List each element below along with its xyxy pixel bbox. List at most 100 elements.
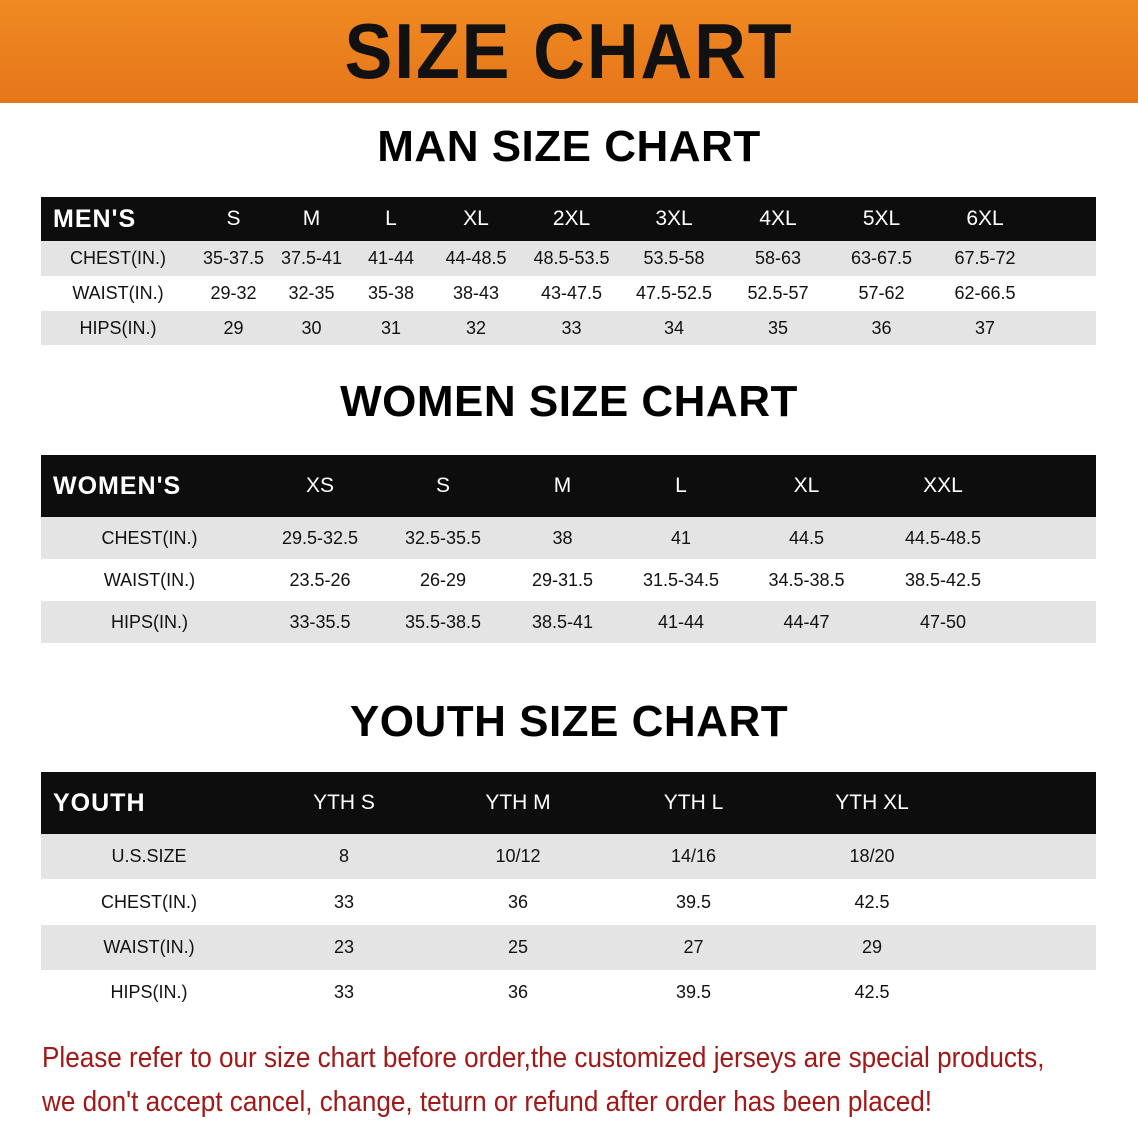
measurement-cell: 35 xyxy=(767,317,789,338)
table-title-cell: WOMEN'S xyxy=(53,471,182,500)
table-row: WAIST(IN.) 23 25 27 29 xyxy=(41,925,1096,970)
measurement-cell: 38.5-41 xyxy=(531,611,594,632)
size-header-cell: YTH XL xyxy=(835,791,909,814)
measurement-cell: 35.5-38.5 xyxy=(404,611,482,632)
measurement-cell: 63-67.5 xyxy=(850,248,913,268)
size-header-cell: 4XL xyxy=(759,207,797,230)
men-size-table: MEN'S S M L XL 2XL 3XL 4XL 5XL 6XL CHEST(IN.) 35-37… xyxy=(41,197,1096,345)
measurement-cell: 32 xyxy=(465,317,487,338)
measurement-cell: 47-50 xyxy=(919,611,967,632)
measurement-cell: 34 xyxy=(663,317,685,338)
measurement-cell: 33 xyxy=(561,317,582,338)
row-label: WAIST(IN.) xyxy=(103,937,195,957)
size-header-cell: 6XL xyxy=(966,207,1004,230)
measurement-cell: 44.5 xyxy=(788,527,825,548)
table-row: U.S.SIZE 8 10/12 14/16 18/20 xyxy=(41,834,1096,879)
measurement-cell: 32-35 xyxy=(288,283,335,303)
table-row: HIPS(IN.) 29 30 31 32 33 34 35 36 37 xyxy=(41,311,1096,345)
size-header-cell: YTH M xyxy=(485,791,551,814)
measurement-cell: 52.5-57 xyxy=(747,283,809,303)
measurement-cell: 44.5-48.5 xyxy=(904,527,982,548)
measurement-cell: 33-35.5 xyxy=(289,611,351,632)
table-title-cell: YOUTH xyxy=(53,788,146,817)
table-row: WAIST(IN.) 29-32 32-35 35-38 38-43 43-47.5 47.… xyxy=(41,276,1096,311)
measurement-cell: 42.5 xyxy=(854,891,890,912)
row-label: U.S.SIZE xyxy=(111,846,187,866)
measurement-cell: 38.5-42.5 xyxy=(904,569,982,590)
measurement-cell: 44-48.5 xyxy=(445,248,507,268)
table-row: CHEST(IN.) 33 36 39.5 42.5 xyxy=(41,879,1096,925)
measurement-cell: 29-31.5 xyxy=(531,569,594,590)
row-label: HIPS(IN.) xyxy=(79,317,157,338)
measurement-cell: 18/20 xyxy=(849,846,895,866)
size-header-cell: S xyxy=(435,474,450,497)
measurement-cell: 44-47 xyxy=(783,611,830,632)
measurement-cell: 36 xyxy=(507,982,529,1002)
table-row: CHEST(IN.) 35-37.5 37.5-41 41-44 44-48.5 48.5… xyxy=(41,241,1096,276)
measurement-cell: 41 xyxy=(670,527,692,548)
measurement-cell: 53.5-58 xyxy=(643,248,705,268)
measurement-cell: 67.5-72 xyxy=(954,248,1016,268)
measurement-cell: 62-66.5 xyxy=(954,283,1016,303)
banner: SIZE CHART xyxy=(0,0,1138,103)
men-header-row: MEN'S S M L XL 2XL 3XL 4XL 5XL 6XL xyxy=(41,197,1096,241)
measurement-cell: 48.5-53.5 xyxy=(533,248,610,268)
measurement-cell: 14/16 xyxy=(670,846,717,866)
measurement-cell: 34.5-38.5 xyxy=(768,569,845,590)
size-header-cell: XL xyxy=(463,207,489,230)
size-header-cell: M xyxy=(302,207,321,230)
men-section-title: MAN SIZE CHART xyxy=(377,122,761,171)
table-row: HIPS(IN.) 33-35.5 35.5-38.5 38.5-41 41-44 44-… xyxy=(41,601,1096,643)
size-header-cell: S xyxy=(226,207,241,230)
measurement-cell: 32.5-35.5 xyxy=(404,527,482,548)
measurement-cell: 23.5-26 xyxy=(289,569,351,590)
measurement-cell: 36 xyxy=(507,891,529,912)
women-section-title: WOMEN SIZE CHART xyxy=(340,377,798,426)
row-label: HIPS(IN.) xyxy=(110,982,188,1002)
measurement-cell: 23 xyxy=(333,937,355,957)
measurement-cell: 47.5-52.5 xyxy=(635,283,713,303)
measurement-cell: 8 xyxy=(338,846,349,866)
row-label: CHEST(IN.) xyxy=(101,527,198,548)
measurement-cell: 29 xyxy=(861,937,883,957)
size-header-cell: L xyxy=(675,474,687,497)
measurement-cell: 37.5-41 xyxy=(280,248,343,268)
measurement-cell: 41-44 xyxy=(657,611,705,632)
measurement-cell: 36 xyxy=(871,317,892,338)
size-header-cell: YTH L xyxy=(663,791,724,814)
women-header-row: WOMEN'S XS S M L XL XXL xyxy=(41,455,1096,517)
measurement-cell: 31.5-34.5 xyxy=(642,569,720,590)
measurement-cell: 39.5 xyxy=(675,891,712,912)
youth-section-title: YOUTH SIZE CHART xyxy=(349,697,789,746)
women-size-table: WOMEN'S XS S M L XL XXL CHEST(IN.) 29.5-32.5 32.5… xyxy=(41,455,1096,643)
size-header-cell: 5XL xyxy=(862,207,901,230)
table-title-cell: MEN'S xyxy=(53,204,137,233)
measurement-cell: 31 xyxy=(380,317,402,338)
order-policy-note: Please refer to our size chart before or… xyxy=(42,1036,1045,1124)
size-header-cell: YTH S xyxy=(313,791,375,814)
measurement-cell: 41-44 xyxy=(367,248,415,268)
row-label: CHEST(IN.) xyxy=(70,248,166,268)
measurement-cell: 57-62 xyxy=(858,283,905,303)
row-label: CHEST(IN.) xyxy=(101,891,197,912)
size-header-cell: L xyxy=(385,207,397,230)
measurement-cell: 26-29 xyxy=(419,569,467,590)
measurement-cell: 29 xyxy=(223,317,244,338)
measurement-cell: 25 xyxy=(507,937,529,957)
measurement-cell: 29-32 xyxy=(210,283,257,303)
table-row: CHEST(IN.) 29.5-32.5 32.5-35.5 38 41 44.5 44.5… xyxy=(41,517,1096,559)
measurement-cell: 42.5 xyxy=(854,982,890,1002)
youth-size-table: YOUTH YTH S YTH M YTH L YTH XL U.S.SIZE 8 10/12… xyxy=(41,772,1096,1015)
measurement-cell: 30 xyxy=(301,317,322,338)
table-row: HIPS(IN.) 33 36 39.5 42.5 xyxy=(41,970,1096,1015)
measurement-cell: 38 xyxy=(552,527,573,548)
measurement-cell: 35-37.5 xyxy=(202,248,265,268)
measurement-cell: 58-63 xyxy=(754,248,802,268)
measurement-cell: 33 xyxy=(333,891,355,912)
row-label: WAIST(IN.) xyxy=(72,283,164,303)
size-header-cell: M xyxy=(553,474,572,497)
row-label: HIPS(IN.) xyxy=(110,611,188,632)
note-line-1: Please refer to our size chart before or… xyxy=(42,1042,1045,1074)
size-header-cell: 2XL xyxy=(552,207,591,230)
youth-header-row: YOUTH YTH S YTH M YTH L YTH XL xyxy=(41,772,1096,834)
